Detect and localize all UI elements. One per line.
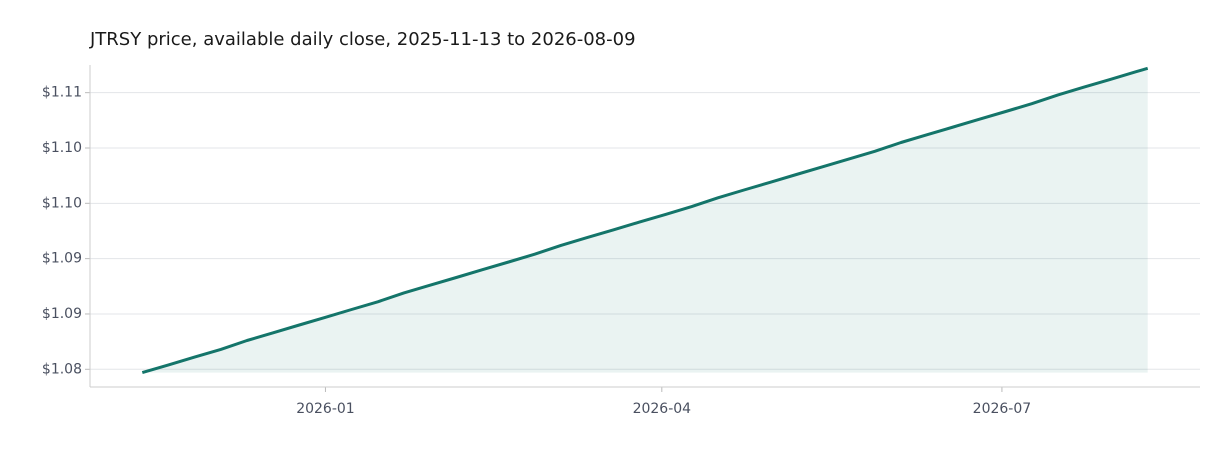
y-tick-label: $1.11	[42, 85, 82, 101]
y-tick-label: $1.09	[42, 306, 82, 322]
y-tick-label: $1.08	[42, 361, 82, 377]
y-tick-label: $1.09	[42, 251, 82, 267]
x-tick-label: 2026-04	[633, 401, 692, 417]
x-tick-label: 2026-01	[296, 401, 355, 417]
y-tick-label: $1.10	[42, 140, 82, 156]
price-line	[141, 66, 1149, 375]
x-tick-label: 2026-07	[973, 401, 1032, 417]
chart-title: JTRSY price, available daily close, 2025…	[89, 29, 636, 50]
y-tick-label: $1.10	[42, 195, 82, 211]
